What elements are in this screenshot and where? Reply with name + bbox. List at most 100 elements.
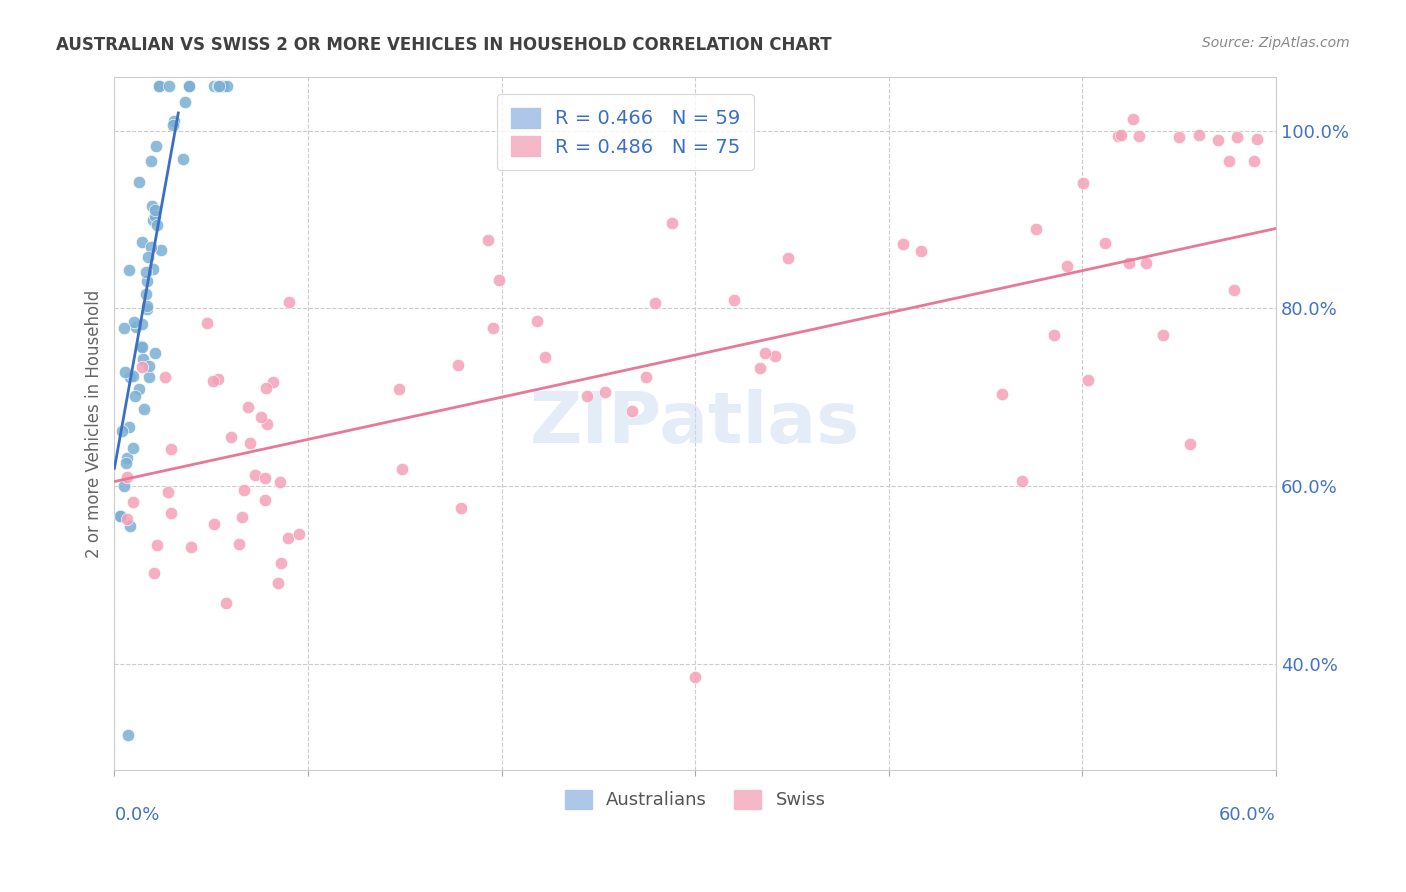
Point — [231, 510, 253, 524]
Point — [145, 538, 167, 552]
Point — [262, 375, 284, 389]
Text: Source: ZipAtlas.com: Source: ZipAtlas.com — [1202, 36, 1350, 50]
Point — [277, 295, 299, 310]
Point — [132, 351, 155, 366]
Point — [138, 370, 160, 384]
Point — [195, 316, 218, 330]
Point — [1223, 283, 1246, 297]
Point — [1152, 328, 1174, 343]
Point — [1122, 112, 1144, 126]
Point — [135, 299, 157, 313]
Point — [202, 79, 225, 94]
Point — [114, 365, 136, 379]
Point — [115, 469, 138, 483]
Point — [163, 113, 186, 128]
Point — [143, 346, 166, 360]
Point — [115, 457, 138, 471]
Point — [1118, 255, 1140, 269]
Point — [141, 198, 163, 212]
Point — [145, 218, 167, 232]
Point — [153, 370, 176, 384]
Point — [115, 512, 138, 526]
Point — [1094, 235, 1116, 250]
Point — [122, 315, 145, 329]
Point — [162, 118, 184, 132]
Point — [477, 233, 499, 247]
Point — [1025, 222, 1047, 236]
Point — [256, 417, 278, 432]
Point — [121, 442, 143, 456]
Point — [125, 320, 148, 334]
Point — [136, 274, 159, 288]
Point — [143, 202, 166, 217]
Point — [112, 479, 135, 493]
Point — [776, 251, 799, 265]
Point — [1011, 475, 1033, 489]
Point — [243, 468, 266, 483]
Point — [160, 506, 183, 520]
Point — [128, 175, 150, 189]
Point — [1243, 154, 1265, 169]
Point — [118, 419, 141, 434]
Point — [145, 139, 167, 153]
Point — [110, 509, 132, 524]
Point — [391, 462, 413, 476]
Point — [201, 374, 224, 388]
Point — [219, 430, 242, 444]
Point — [277, 531, 299, 545]
Point — [1107, 128, 1129, 143]
Point — [1056, 259, 1078, 273]
Point — [1206, 133, 1229, 147]
Point — [157, 79, 180, 94]
Point — [1071, 176, 1094, 190]
Point — [177, 79, 200, 94]
Point — [110, 509, 132, 524]
Point — [124, 389, 146, 403]
Point — [122, 368, 145, 383]
Point — [131, 339, 153, 353]
Point — [1178, 437, 1201, 451]
Point — [526, 314, 548, 328]
Point — [388, 382, 411, 396]
Point — [683, 670, 706, 684]
Point — [1218, 153, 1240, 168]
Point — [991, 387, 1014, 401]
Point — [910, 244, 932, 259]
Point — [269, 475, 291, 489]
Point — [1187, 128, 1209, 143]
Point — [138, 359, 160, 374]
Point — [593, 384, 616, 399]
Point — [723, 293, 745, 307]
Point — [208, 79, 231, 94]
Point — [482, 321, 505, 335]
Point — [267, 576, 290, 591]
Point — [763, 349, 786, 363]
Point — [207, 372, 229, 386]
Point — [620, 403, 643, 417]
Point — [135, 265, 157, 279]
Text: 0.0%: 0.0% — [114, 805, 160, 824]
Point — [112, 321, 135, 335]
Point — [111, 424, 134, 438]
Point — [148, 79, 170, 94]
Point — [1109, 128, 1132, 143]
Point — [754, 346, 776, 360]
Point — [270, 557, 292, 571]
Point — [215, 79, 238, 94]
Point — [576, 389, 599, 403]
Point — [236, 400, 259, 414]
Point — [202, 517, 225, 532]
Legend: Australians, Swiss: Australians, Swiss — [557, 783, 832, 817]
Point — [173, 95, 195, 109]
Point — [1042, 328, 1064, 343]
Point — [157, 485, 180, 500]
Point — [207, 79, 229, 94]
Point — [1135, 256, 1157, 270]
Point — [179, 79, 201, 94]
Point — [254, 381, 277, 395]
Text: ZIPatlas: ZIPatlas — [530, 389, 860, 458]
Point — [132, 401, 155, 416]
Point — [254, 492, 277, 507]
Point — [287, 527, 309, 541]
Point — [139, 153, 162, 168]
